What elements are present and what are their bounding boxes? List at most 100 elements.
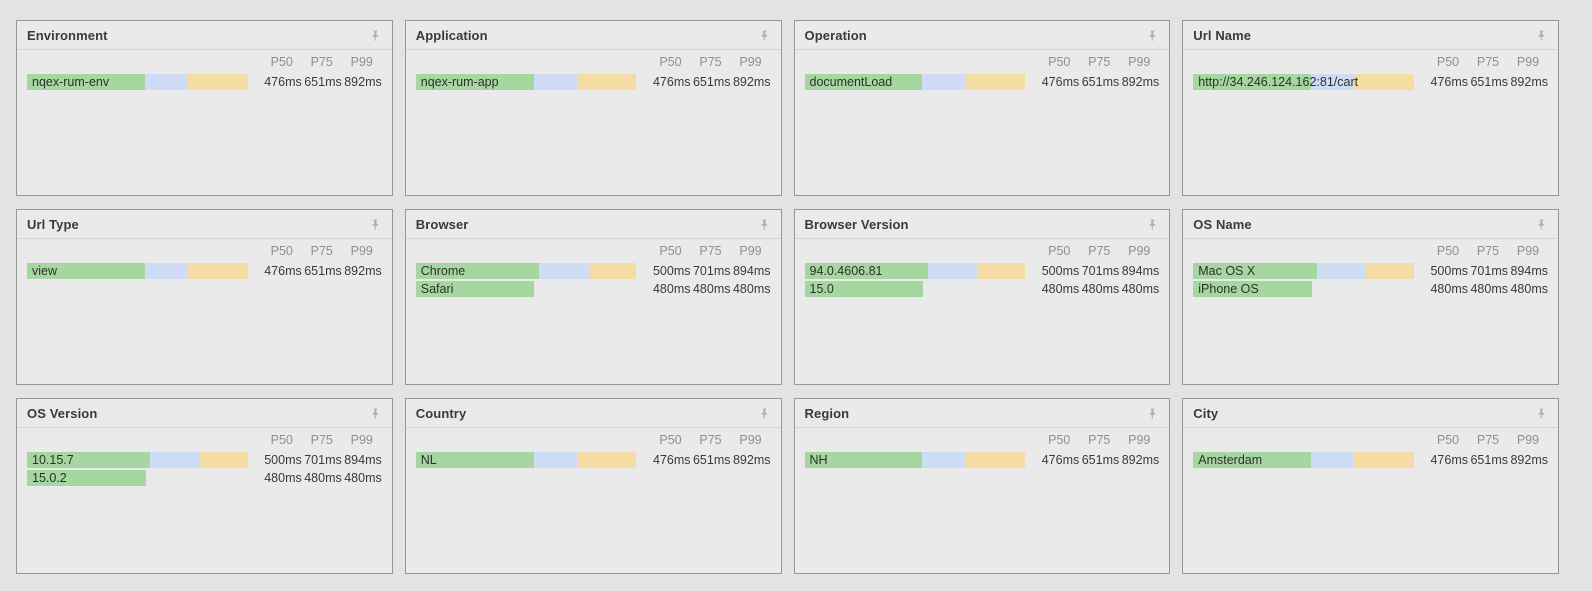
percentile-bar: [27, 263, 248, 279]
pin-button[interactable]: [1146, 407, 1159, 420]
bar-label: view: [32, 264, 58, 278]
panel-body: P50 P75 P99 view 476ms 651ms 892ms: [17, 239, 392, 279]
pin-button[interactable]: [369, 29, 382, 42]
p50-value: 476ms: [1430, 453, 1468, 467]
p50-value: 480ms: [652, 282, 691, 296]
col-header-p75: P75: [699, 244, 722, 258]
p99-value: 892ms: [1510, 75, 1548, 89]
metric-row[interactable]: NH 476ms 651ms 892ms: [804, 452, 1159, 468]
p50-value: 476ms: [652, 75, 691, 89]
col-header-p99: P99: [350, 433, 373, 447]
metric-row[interactable]: 15.0 480ms 480ms 480ms: [804, 281, 1159, 297]
pin-button[interactable]: [1535, 218, 1548, 231]
bar-area: nqex-rum-app: [415, 74, 637, 90]
pin-icon: [761, 219, 767, 231]
bar-area: 10.15.7: [27, 452, 248, 468]
col-header-p99: P99: [1128, 55, 1151, 69]
p75-value: 701ms: [1081, 264, 1120, 278]
metric-row[interactable]: view 476ms 651ms 892ms: [27, 263, 382, 279]
percentile-bar: [27, 74, 248, 90]
pin-button[interactable]: [1146, 29, 1159, 42]
pin-icon: [1149, 30, 1156, 42]
p75-value: 480ms: [304, 471, 342, 485]
pin-button[interactable]: [1535, 29, 1548, 42]
percentile-bar: [415, 263, 637, 279]
col-header-p99: P99: [350, 55, 373, 69]
panel-environment: Environment P50 P75 P99 nqex-rum-env 476…: [16, 20, 393, 196]
pin-icon: [372, 219, 378, 231]
pin-button[interactable]: [369, 218, 382, 231]
pin-button[interactable]: [758, 218, 771, 231]
pin-icon: [372, 408, 378, 420]
pin-button[interactable]: [369, 407, 382, 420]
panel-title: City: [1193, 406, 1219, 421]
p50-segment: [415, 452, 534, 468]
percentile-column-headers: P50 P75 P99: [805, 55, 1160, 69]
percentile-column-headers: P50 P75 P99: [805, 433, 1160, 447]
p75-value: 651ms: [1081, 453, 1120, 467]
pin-icon: [372, 30, 378, 42]
p50-value: 500ms: [1430, 264, 1468, 278]
p99-segment: [576, 452, 637, 468]
pin-button[interactable]: [758, 407, 771, 420]
panel-application: Application P50 P75 P99 nqex-rum-app 476…: [404, 20, 782, 196]
panel-body: P50 P75 P99 Chrome 500ms 701ms 894ms Saf…: [406, 239, 781, 297]
percentile-bar: [415, 281, 637, 297]
col-header-p99: P99: [739, 244, 762, 258]
bar-label: NL: [420, 453, 437, 467]
panel-operation: Operation P50 P75 P99 documentLoad 476ms…: [793, 20, 1171, 196]
panel-header: Url Name: [1183, 21, 1558, 50]
metric-row[interactable]: nqex-rum-env 476ms 651ms 892ms: [27, 74, 382, 90]
percentile-column-headers: P50 P75 P99: [1193, 433, 1548, 447]
panel-body: P50 P75 P99 NL 476ms 651ms 892ms: [406, 428, 781, 468]
col-header-p75: P75: [310, 244, 333, 258]
metric-row[interactable]: Amsterdam 476ms 651ms 892ms: [1193, 452, 1548, 468]
panel-title: Environment: [27, 28, 108, 43]
metric-row[interactable]: nqex-rum-app 476ms 651ms 892ms: [415, 74, 771, 90]
p75-value: 480ms: [692, 282, 731, 296]
percentile-column-headers: P50 P75 P99: [27, 55, 382, 69]
metric-row[interactable]: documentLoad 476ms 651ms 892ms: [804, 74, 1160, 90]
pin-button[interactable]: [758, 29, 771, 42]
p50-value: 500ms: [1041, 264, 1080, 278]
bar-label: Safari: [420, 282, 454, 296]
p75-segment: [922, 74, 966, 90]
p75-segment: [927, 263, 978, 279]
metric-row[interactable]: 15.0.2 480ms 480ms 480ms: [27, 470, 382, 486]
metric-row[interactable]: Mac OS X 500ms 701ms 894ms: [1193, 263, 1548, 279]
p75-value: 651ms: [1081, 75, 1120, 89]
metric-row[interactable]: Safari 480ms 480ms 480ms: [415, 281, 771, 297]
pin-icon: [1149, 219, 1156, 231]
bar-area: Amsterdam: [1193, 452, 1414, 468]
metric-row[interactable]: 94.0.4606.81 500ms 701ms 894ms: [804, 263, 1159, 279]
pin-button[interactable]: [1535, 407, 1548, 420]
p99-value: 892ms: [1510, 453, 1548, 467]
p50-value: 500ms: [264, 453, 302, 467]
percentile-column-headers: P50 P75 P99: [416, 244, 771, 258]
percentile-bar: [415, 74, 637, 90]
metric-row[interactable]: iPhone OS 480ms 480ms 480ms: [1193, 281, 1548, 297]
p99-value: 892ms: [1121, 75, 1160, 89]
bar-area: Safari: [415, 281, 637, 297]
panel-body: P50 P75 P99 NH 476ms 651ms 892ms: [795, 428, 1170, 468]
panel-header: Environment: [17, 21, 392, 50]
pin-button[interactable]: [1146, 218, 1159, 231]
pin-icon: [1538, 30, 1545, 42]
metric-row[interactable]: 10.15.7 500ms 701ms 894ms: [27, 452, 382, 468]
col-header-p75: P75: [1476, 55, 1500, 69]
panel-header: City: [1183, 399, 1558, 428]
panel-body: P50 P75 P99 94.0.4606.81 500ms 701ms 894…: [795, 239, 1170, 297]
percentile-column-headers: P50 P75 P99: [416, 433, 771, 447]
metric-row[interactable]: http://34.246.124.162:81/cart 476ms 651m…: [1193, 74, 1548, 90]
metric-row[interactable]: NL 476ms 651ms 892ms: [415, 452, 771, 468]
p50-segment: [1193, 452, 1312, 468]
p50-value: 476ms: [1041, 453, 1080, 467]
panel-body: P50 P75 P99 Mac OS X 500ms 701ms 894ms i…: [1183, 239, 1558, 297]
panel-title: OS Version: [27, 406, 98, 421]
panel-title: Application: [415, 28, 488, 43]
percentile-column-headers: P50 P75 P99: [27, 244, 382, 258]
p50-segment: [804, 263, 928, 279]
metric-row[interactable]: Chrome 500ms 701ms 894ms: [415, 263, 771, 279]
p50-segment: [415, 281, 535, 297]
p99-segment: [576, 74, 637, 90]
